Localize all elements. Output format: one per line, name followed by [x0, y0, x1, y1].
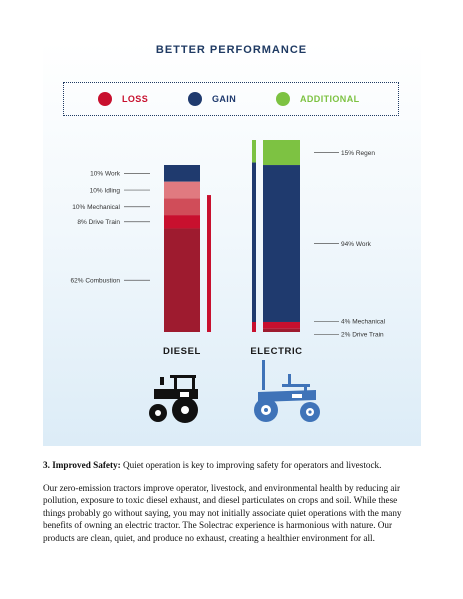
legend-label-gain: GAIN	[212, 94, 237, 104]
loss-dot-icon	[98, 92, 112, 106]
category-label: DIESEL	[163, 346, 201, 357]
legend-item-gain: GAIN	[188, 92, 236, 106]
safety-paragraph: 3. Improved Safety: Quiet operation is k…	[43, 459, 421, 471]
legend-item-loss: LOSS	[98, 92, 148, 106]
chart-title: BETTER PERFORMANCE	[155, 44, 308, 56]
bar-segment	[164, 181, 200, 199]
safety-heading: 3. Improved Safety:	[43, 460, 121, 470]
bar-segment	[263, 321, 300, 329]
loss-strip	[207, 195, 211, 332]
legend-label-additional: ADDITIONAL	[300, 94, 360, 104]
segment-label: 2% Drive Train	[341, 332, 384, 339]
bar-segment	[263, 165, 300, 322]
bar-segment	[263, 328, 300, 332]
safety-text: Quiet operation is key to improving safe…	[120, 460, 382, 470]
segment-label: 10% Mechanical	[72, 204, 120, 211]
segment-label: 8% Drive Train	[77, 219, 120, 226]
additional-dot-icon	[276, 92, 290, 106]
infographic-panel	[43, 42, 421, 446]
loss-strip	[252, 322, 256, 332]
bar-segment	[164, 165, 200, 182]
bar-segment	[164, 228, 200, 332]
bar-segment	[164, 215, 200, 229]
legend-item-additional: ADDITIONAL	[276, 92, 360, 106]
bar-segment	[263, 140, 300, 166]
segment-label: 10% Idling	[90, 187, 121, 194]
category-label: ELECTRIC	[250, 346, 302, 357]
segment-label: 15% Regen	[341, 150, 375, 157]
additional-strip	[252, 140, 256, 163]
bar-segment	[164, 198, 200, 216]
diesel-tractor-icon	[149, 375, 198, 423]
gain-dot-icon	[188, 92, 202, 106]
electric-tractor-icon	[254, 360, 320, 422]
body-paragraph: Our zero-emission tractors improve opera…	[43, 483, 402, 543]
segment-label: 4% Mechanical	[341, 319, 386, 326]
legend-label-loss: LOSS	[122, 94, 149, 104]
gain-strip	[252, 162, 256, 322]
legend: LOSS GAIN ADDITIONAL	[63, 82, 399, 116]
segment-label: 62% Combustion	[71, 278, 121, 285]
segment-label: 94% Work	[341, 241, 372, 248]
segment-label: 10% Work	[90, 171, 121, 178]
